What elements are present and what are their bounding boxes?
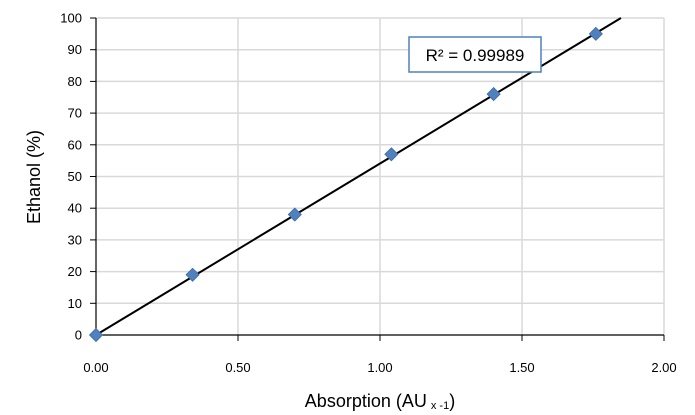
x-tick-label: 0.00 (83, 360, 108, 375)
y-tick-label: 70 (68, 106, 82, 121)
y-tick-label: 80 (68, 74, 82, 89)
y-tick-label: 100 (60, 11, 82, 26)
data-point (486, 87, 501, 102)
x-tick-label: 1.50 (509, 360, 534, 375)
grid-lines (96, 17, 665, 335)
data-point (287, 207, 302, 222)
x-axis-title-main: Absorption (AU (305, 391, 427, 411)
x-axis-title-subscript: x -1 (431, 400, 449, 412)
r-squared-annotation: R² = 0.99989 (408, 36, 542, 73)
y-axis-title: Ethanol (%) (24, 130, 44, 224)
r-squared-text: R² = 0.99989 (426, 46, 525, 65)
y-tick-label: 50 (68, 169, 82, 184)
tick-labels: 0 10 20 30 40 50 60 70 80 90 100 0.00 0.50 1.00 1.50 2.… (60, 11, 676, 376)
data-point (384, 147, 399, 162)
y-tick-label: 60 (68, 137, 82, 152)
x-axis-title-close: ) (449, 391, 455, 411)
y-tick-label: 10 (68, 296, 82, 311)
data-point (588, 26, 603, 41)
x-tick-label: 2.00 (651, 360, 676, 375)
y-tick-label: 90 (68, 42, 82, 57)
axes (90, 17, 665, 341)
data-points (88, 26, 603, 343)
y-tick-label: 30 (68, 232, 82, 247)
x-axis-title: Absorption (AU x -1) (305, 391, 455, 412)
data-point (88, 327, 104, 343)
r-squared-box (408, 36, 542, 73)
y-tick-label: 40 (68, 201, 82, 216)
x-tick-label: 1.00 (367, 360, 392, 375)
y-tick-label: 20 (68, 264, 82, 279)
data-point (185, 267, 200, 282)
x-tick-label: 0.50 (225, 360, 250, 375)
y-tick-label: 0 (75, 328, 82, 343)
